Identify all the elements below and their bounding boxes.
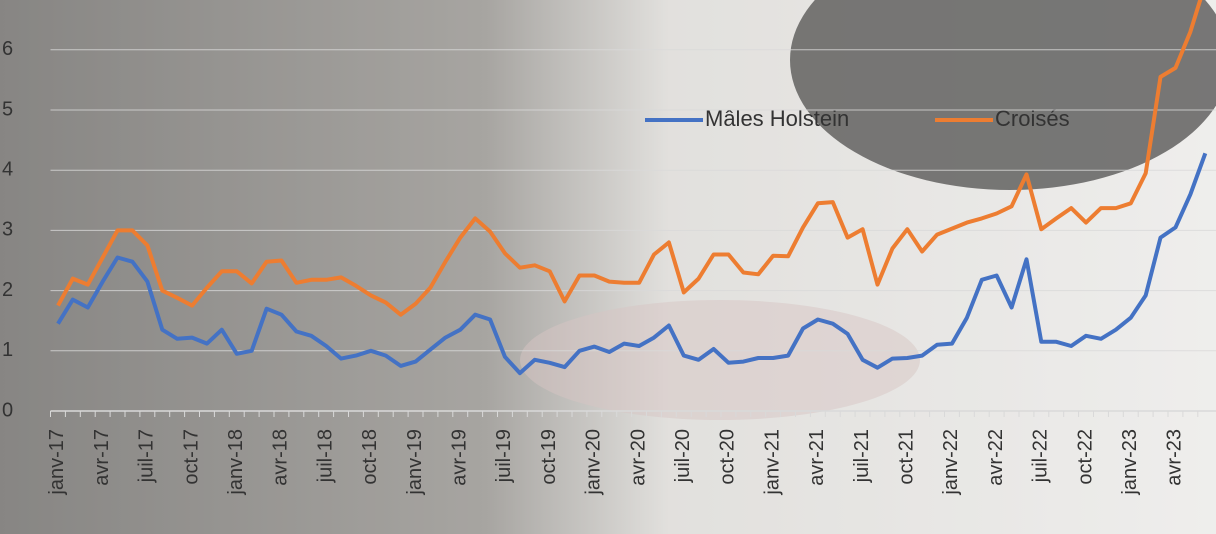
- x-tick-label: oct-22: [1074, 429, 1096, 485]
- x-tick-label: juil-19: [493, 429, 515, 483]
- x-tick-label: oct-18: [359, 429, 381, 485]
- y-tick-label: 0: [2, 399, 13, 421]
- x-tick-label: avr-22: [985, 429, 1007, 486]
- y-tick-label: 6: [2, 38, 13, 60]
- y-tick-label: 3: [2, 219, 13, 241]
- plot-area: [56, 0, 1208, 376]
- series-line: [56, 0, 1203, 317]
- x-tick-label: juil-17: [136, 429, 158, 483]
- x-tick-label: avr-17: [91, 429, 113, 486]
- series-line: [56, 152, 1208, 376]
- x-tick-label: janv-22: [940, 429, 962, 496]
- y-tick-label: 4: [2, 158, 13, 180]
- x-tick-label: oct-19: [538, 429, 560, 485]
- x-tick-label: juil-18: [314, 429, 336, 483]
- x-tick-label: avr-19: [449, 429, 471, 486]
- x-tick-label: janv-19: [404, 429, 426, 496]
- x-tick-label: oct-17: [180, 429, 202, 485]
- x-tick-label: avr-23: [1164, 429, 1186, 486]
- x-tick-label: avr-20: [627, 429, 649, 486]
- y-tick-label: 1: [2, 339, 13, 361]
- x-tick-label: juil-21: [851, 429, 873, 483]
- x-tick-label: janv-17: [46, 429, 68, 496]
- y-tick-label: 2: [2, 279, 13, 301]
- x-tick-label: avr-18: [270, 429, 292, 486]
- y-tick-label: 5: [2, 98, 13, 120]
- photo-shape: [520, 300, 920, 420]
- x-tick-label: avr-21: [806, 429, 828, 486]
- x-tick-label: janv-18: [225, 429, 247, 496]
- x-tick-label: janv-20: [583, 429, 605, 496]
- x-tick-label: juil-22: [1030, 429, 1052, 483]
- x-tick-label: janv-23: [1119, 429, 1141, 496]
- x-tick-label: juil-20: [672, 429, 694, 483]
- photo-shape: [790, 0, 1216, 190]
- x-tick-label: janv-21: [761, 429, 783, 496]
- x-tick-label: oct-21: [896, 429, 918, 485]
- x-tick-label: oct-20: [717, 429, 739, 485]
